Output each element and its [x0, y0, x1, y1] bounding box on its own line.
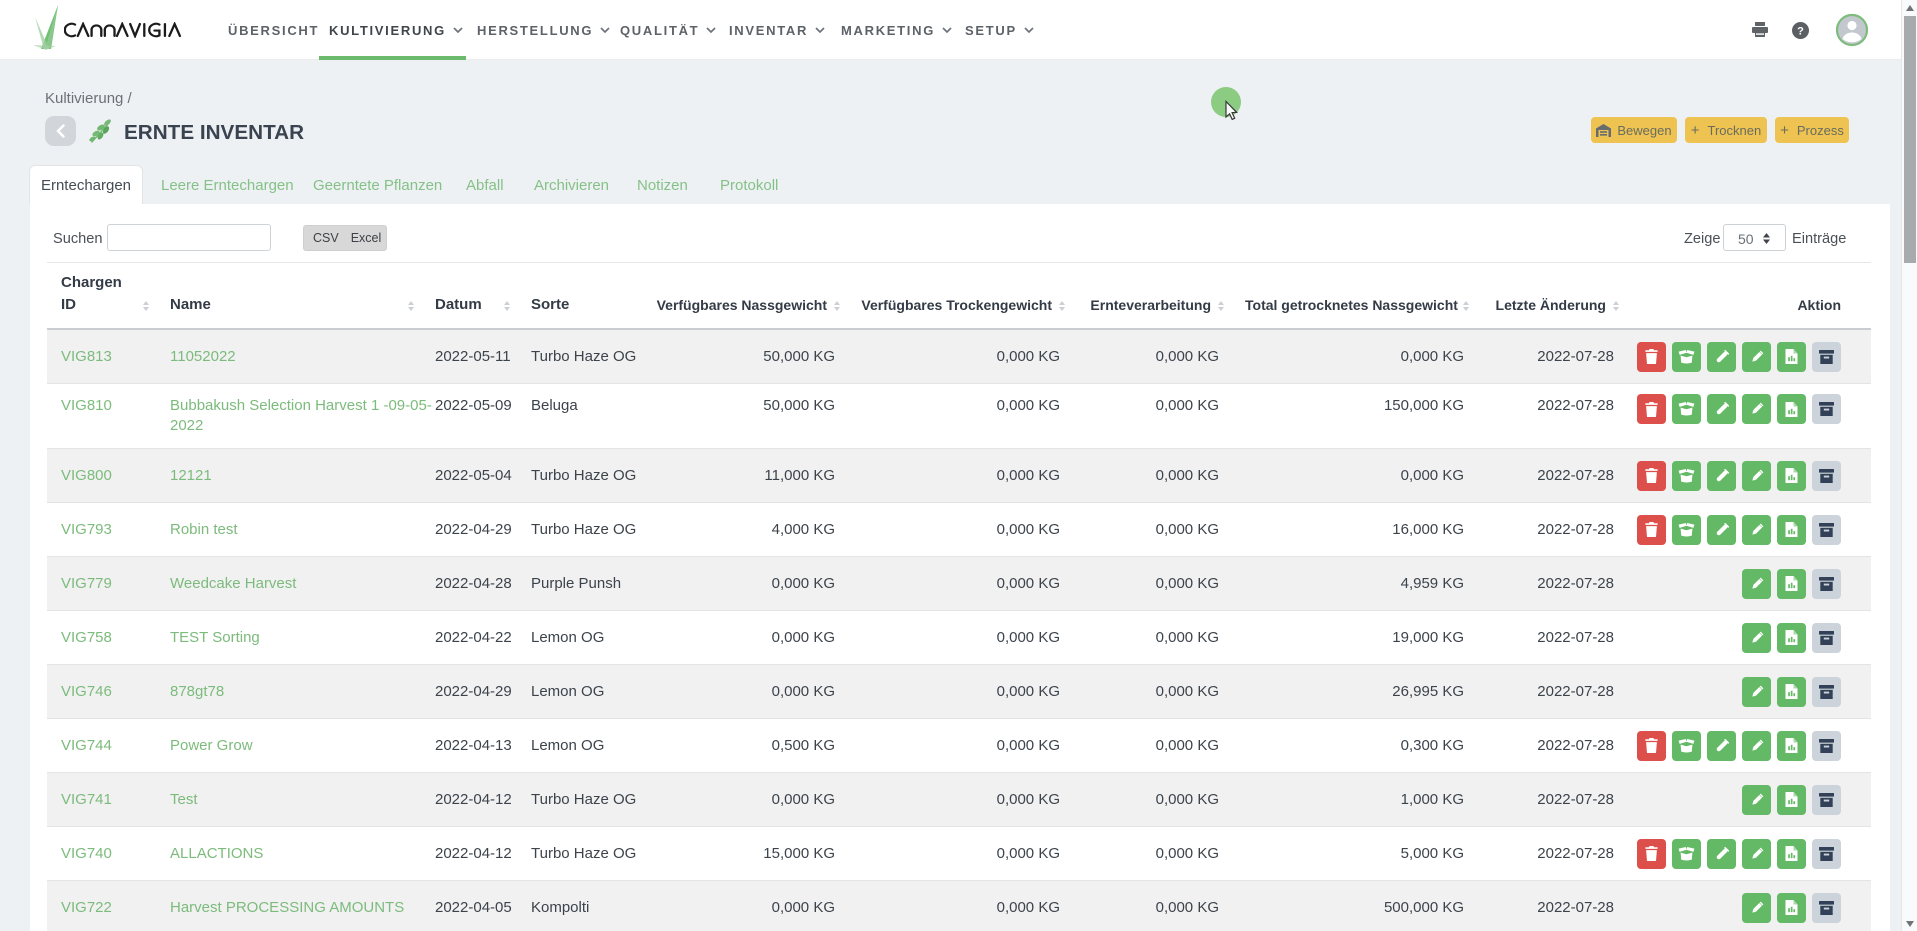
svg-text:?: ? [1797, 25, 1804, 37]
